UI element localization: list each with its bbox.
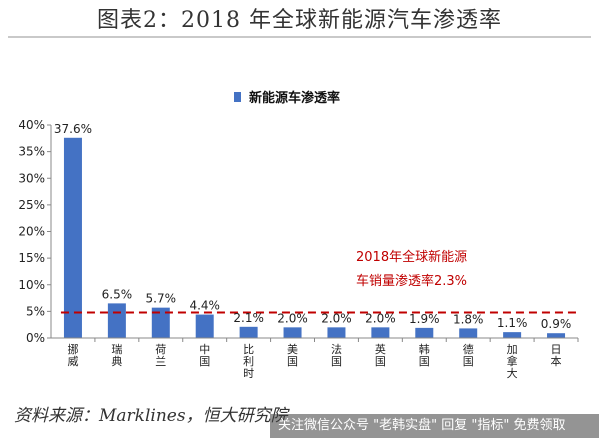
- bar: [283, 327, 302, 338]
- data-label: 1.9%: [409, 312, 440, 326]
- y-tick-label: 25%: [18, 198, 45, 212]
- x-tick-label: 美: [287, 343, 298, 356]
- bar: [503, 332, 522, 338]
- annotation-line-2: 车销量渗透率2.3%: [356, 274, 468, 289]
- data-label: 37.6%: [54, 122, 92, 136]
- y-tick-label: 40%: [18, 118, 45, 132]
- x-tick-label: 国: [331, 355, 342, 368]
- x-tick-label: 国: [463, 355, 474, 368]
- x-tick-label: 时: [243, 367, 254, 380]
- bar: [63, 137, 82, 338]
- x-tick-label: 德: [463, 342, 474, 356]
- x-tick-label: 威: [67, 355, 78, 368]
- bar: [371, 327, 390, 338]
- x-tick-label: 国: [375, 355, 386, 368]
- y-tick-label: 35%: [18, 145, 45, 159]
- bars: [63, 137, 566, 338]
- data-labels: 37.6% 6.5% 5.7% 4.4% 2.1% 2.0% 2.0% 2.0% 1.9% 1.8…: [54, 122, 571, 331]
- x-tick-label: 国: [419, 355, 430, 368]
- x-tick-label: 比: [243, 343, 254, 356]
- x-tick-label: 国: [287, 355, 298, 368]
- data-label: 1.1%: [497, 316, 528, 330]
- x-tick-label: 法: [331, 342, 342, 356]
- bar: [239, 326, 258, 338]
- y-tick-label: 5%: [26, 304, 45, 318]
- bar: [327, 327, 346, 338]
- data-label: 2.0%: [365, 311, 396, 325]
- x-tick-label: 加: [507, 343, 518, 356]
- x-tick-label: 日: [551, 343, 562, 356]
- x-tick-label: 瑞: [111, 342, 122, 356]
- bar: [415, 327, 434, 338]
- y-tick-label: 30%: [18, 171, 45, 185]
- x-tick-label: 国: [199, 355, 210, 368]
- x-tick-label: 挪: [67, 342, 78, 356]
- legend-label: 新能源车渗透率: [249, 91, 341, 106]
- bar: [151, 307, 170, 338]
- data-label: 0.9%: [541, 317, 572, 331]
- y-tick-label: 10%: [18, 278, 45, 292]
- legend: 新能源车渗透率: [234, 87, 340, 106]
- x-tick-label: 兰: [155, 355, 166, 368]
- data-label: 5.7%: [146, 292, 177, 306]
- data-label: 2.1%: [233, 311, 264, 325]
- title-divider: [8, 36, 591, 38]
- x-tick-label: 大: [507, 366, 518, 380]
- data-label: 2.0%: [277, 311, 308, 325]
- penetration-annotation: 2018年全球新能源 车销量渗透率2.3%: [356, 246, 467, 294]
- data-label: 4.4%: [189, 299, 220, 313]
- data-label: 1.8%: [453, 312, 484, 326]
- annotation-line-1: 2018年全球新能源: [356, 250, 468, 265]
- x-tick-label: 荷: [155, 343, 166, 356]
- y-tick-label: 0%: [26, 331, 45, 345]
- chart-title: 图表2：2018 年全球新能源汽车渗透率: [97, 8, 502, 33]
- y-tick-label: 20%: [18, 225, 45, 239]
- bar: [459, 328, 478, 338]
- x-tick-label: 本: [551, 354, 562, 368]
- x-tick-label: 中: [199, 343, 210, 356]
- x-tick-label: 韩: [419, 342, 430, 356]
- bar: [195, 314, 214, 338]
- watermark-banner: 关注微信公众号 "老韩实盘" 回复 "指标" 免费领取: [270, 414, 599, 438]
- data-label: 6.5%: [102, 287, 133, 301]
- x-tick-label: 典: [111, 354, 122, 368]
- x-tick-label: 拿: [507, 354, 518, 368]
- source-note: 资料来源：Marklines，恒大研究院: [14, 406, 288, 426]
- x-tick-label: 英: [375, 342, 386, 356]
- bar: [547, 333, 566, 338]
- y-tick-label: 15%: [18, 251, 45, 265]
- bar: [107, 303, 126, 338]
- data-label: 2.0%: [321, 311, 352, 325]
- legend-swatch: [234, 91, 241, 102]
- x-tick-label: 利: [243, 355, 254, 368]
- y-axis: 0% 5% 10% 15% 20% 25% 30% 35% 40%: [18, 118, 52, 345]
